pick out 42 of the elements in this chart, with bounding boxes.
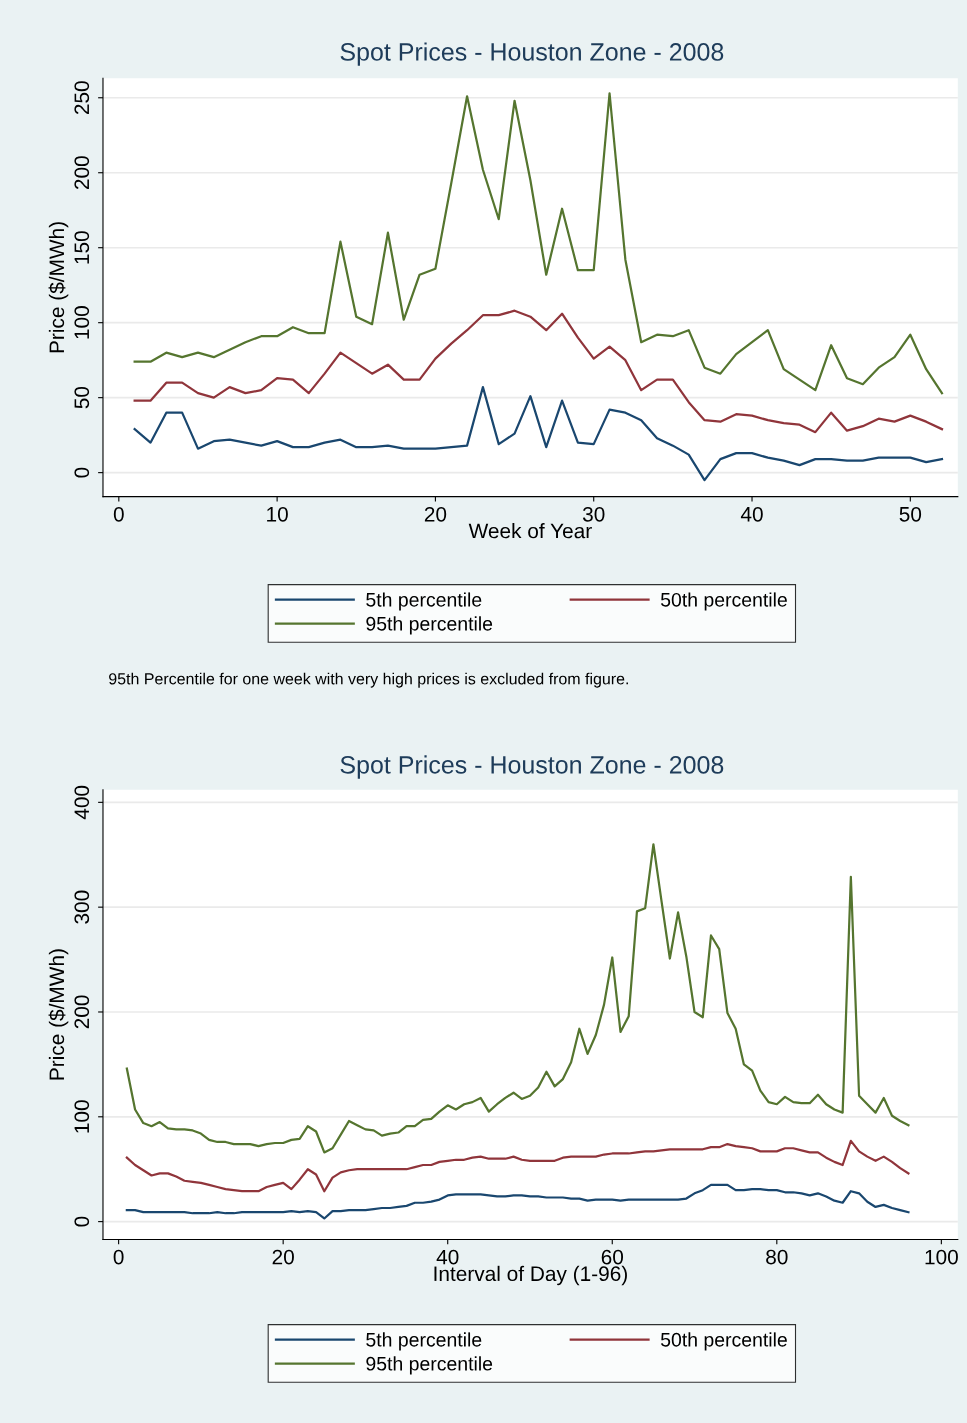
x-tick-label: 30 <box>582 506 605 522</box>
y-tick-label: 200 <box>74 156 90 190</box>
legend-label: 95th percentile <box>366 1356 493 1375</box>
y-tick-label: 200 <box>74 995 90 1029</box>
legend-label: 5th percentile <box>366 592 482 611</box>
legend-label: 50th percentile <box>660 1332 787 1351</box>
legend-label: 95th percentile <box>366 616 493 635</box>
legend-label: 50th percentile <box>660 592 787 611</box>
x-tick-label: 10 <box>267 506 288 522</box>
x-axis-title: Interval of Day (1-96) <box>434 1265 627 1286</box>
line-series <box>133 386 944 482</box>
line-series <box>125 1183 910 1220</box>
chart-title: Spot Prices - Houston Zone - 2008 <box>340 42 724 66</box>
line-series <box>125 843 910 1154</box>
y-tick-label: 100 <box>74 1100 90 1133</box>
y-axis-title: Price ($/MWh) <box>48 949 69 1080</box>
line-series <box>133 92 944 395</box>
chart-title: Spot Prices - Houston Zone - 2008 <box>340 755 724 779</box>
x-tick-label: 40 <box>436 1249 459 1265</box>
y-tick-label: 0 <box>74 467 90 478</box>
x-tick-label: 100 <box>925 1249 958 1265</box>
x-tick-label: 80 <box>766 1249 788 1265</box>
y-axis-title: Price ($/MWh) <box>48 222 69 353</box>
line-series <box>125 1139 910 1193</box>
text: 95th Percentile for one week with very high prices is excluded from figure. <box>109 672 628 688</box>
legend-label: 5th percentile <box>366 1332 482 1351</box>
x-tick-label: 40 <box>740 506 763 522</box>
line-series <box>133 309 944 434</box>
y-tick-label: 400 <box>74 785 90 820</box>
x-tick-label: 0 <box>113 1249 124 1265</box>
x-tick-label: 50 <box>899 506 922 522</box>
y-tick-label: 150 <box>74 231 90 264</box>
y-tick-label: 0 <box>74 1216 90 1227</box>
x-tick-label: 60 <box>601 1249 624 1265</box>
x-axis-title: Week of Year <box>468 522 592 539</box>
y-tick-label: 50 <box>74 386 90 409</box>
x-tick-label: 20 <box>272 1249 294 1265</box>
y-tick-label: 300 <box>74 890 90 924</box>
x-tick-label: 20 <box>424 506 447 522</box>
x-tick-label: 0 <box>113 506 124 522</box>
y-tick-label: 250 <box>74 81 90 115</box>
y-tick-label: 100 <box>74 306 90 339</box>
